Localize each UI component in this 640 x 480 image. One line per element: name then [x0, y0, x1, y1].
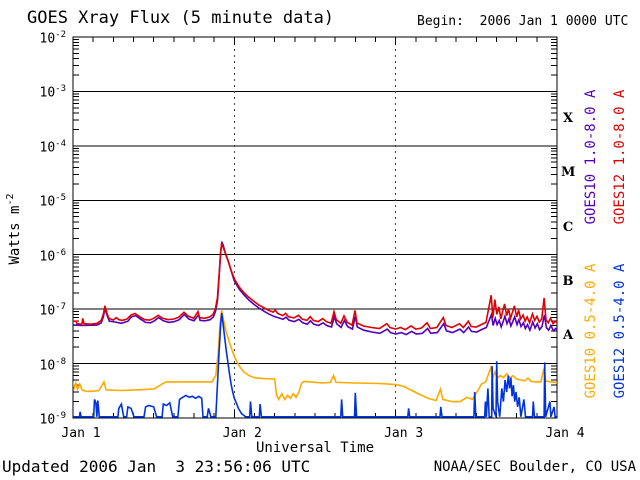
flare-class-m: M: [561, 165, 576, 181]
y-tick-label: 10-8: [39, 356, 67, 373]
legend-goes12-long: GOES12 1.0-8.0 A: [612, 89, 628, 225]
x-tick-label: Jan 4: [545, 426, 585, 441]
updated-timestamp: Updated 2006 Jan 3 23:56:06 UTC: [2, 457, 311, 476]
y-tick-label: 10-6: [39, 247, 67, 265]
flare-class-b: B: [562, 273, 574, 289]
flare-class-a: A: [562, 328, 574, 344]
series-goes12-1.0-8.0-a: [73, 240, 557, 331]
series-goes10-0.5-4.0-a: [73, 310, 557, 403]
x-tick-label: Jan 3: [384, 426, 424, 441]
source-label: NOAA/SEC Boulder, CO USA: [433, 459, 636, 475]
y-tick-label: 10-3: [39, 84, 67, 101]
y-tick-label: 10-2: [39, 30, 67, 47]
begin-time-label: Begin: 2006 Jan 1 0000 UTC: [417, 14, 629, 29]
flare-class-x: X: [562, 110, 574, 126]
series-goes10-1.0-8.0-a: [73, 241, 557, 336]
y-tick-label: 10-5: [39, 193, 67, 210]
legend-goes12-short: GOES12 0.5-4.0 A: [612, 263, 628, 399]
y-tick-label: 10-4: [39, 138, 67, 156]
y-tick-label: 10-9: [39, 411, 67, 428]
page-title: GOES Xray Flux (5 minute data): [27, 8, 335, 28]
x-axis-title: Universal Time: [255, 440, 375, 456]
series-goes12-0.5-4.0-a: [73, 312, 557, 418]
legend-goes10-short: GOES10 0.5-4.0 A: [583, 263, 599, 399]
legend-goes10-long: GOES10 1.0-8.0 A: [583, 89, 599, 225]
y-tick-label: 10-7: [39, 302, 67, 319]
flare-class-c: C: [562, 219, 574, 235]
plot-border: [72, 36, 558, 419]
x-tick-label: Jan 1: [61, 426, 101, 441]
x-tick-label: Jan 2: [222, 426, 262, 441]
